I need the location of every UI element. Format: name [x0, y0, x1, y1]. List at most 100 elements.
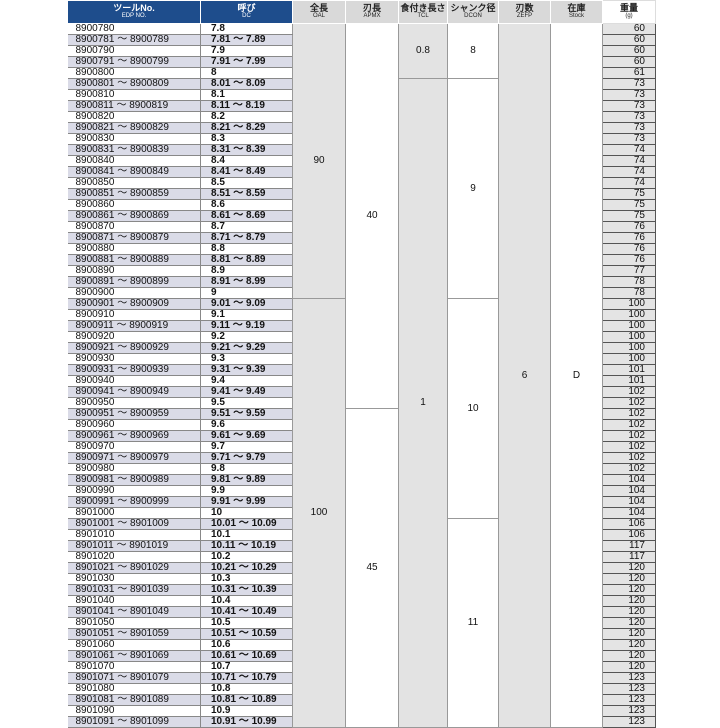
table-row: 8901030 10.3 120	[67, 573, 656, 585]
weight-cell: 60	[602, 45, 656, 57]
dc-cell: 8.61 ～ 8.69	[200, 210, 293, 222]
edp-no-cell: 8900950	[67, 397, 201, 409]
table-row: 8900880 8.8 76	[67, 243, 656, 255]
edp-no-cell: 8900940	[67, 375, 201, 387]
weight-cell: 100	[602, 298, 656, 310]
edp-no-cell: 8900930	[67, 353, 201, 365]
edp-no-cell: 8900860	[67, 199, 201, 211]
table-row: 8900980 9.8 102	[67, 463, 656, 475]
dc-cell: 9.81 ～ 9.89	[200, 474, 293, 486]
table-row: 8900940 9.4 101	[67, 375, 656, 387]
weight-cell: 76	[602, 243, 656, 255]
table-row: 8900931 ～ 8900939 9.31 ～ 9.39 101	[67, 364, 656, 376]
dc-cell: 8.71 ～ 8.79	[200, 232, 293, 244]
edp-no-cell: 8901081 ～ 8901089	[67, 694, 201, 706]
dc-cell: 9.51 ～ 9.59	[200, 408, 293, 420]
dc-cell: 10.1	[200, 529, 293, 541]
edp-no-cell: 8900871 ～ 8900879	[67, 232, 201, 244]
table-row: 8900860 8.6 75	[67, 199, 656, 211]
dc-cell: 8.21 ～ 8.29	[200, 122, 293, 134]
weight-cell: 123	[602, 672, 656, 684]
dc-cell: 8.6	[200, 199, 293, 211]
table-row: 8900981 ～ 8900989 9.81 ～ 9.89 104	[67, 474, 656, 486]
dc-cell: 10	[200, 507, 293, 519]
table-row: 8901071 ～ 8901079 10.71 ～ 10.79 123	[67, 672, 656, 684]
table-row: 8900901 ～ 8900909 9.01 ～ 9.09 100 10 100	[67, 298, 656, 728]
table-row: 8900830 8.3 73	[67, 133, 656, 145]
weight-cell: 102	[602, 386, 656, 398]
edp-no-cell: 8900920	[67, 331, 201, 343]
edp-no-cell: 8900931 ～ 8900939	[67, 364, 201, 376]
edp-no-cell: 8901021 ～ 8901029	[67, 562, 201, 574]
dc-cell: 8.91 ～ 8.99	[200, 276, 293, 288]
weight-cell: 120	[602, 562, 656, 574]
dc-cell: 10.9	[200, 705, 293, 717]
edp-no-cell: 8900810	[67, 89, 201, 101]
table-row: 8900991 ～ 8900999 9.91 ～ 9.99 104	[67, 496, 656, 508]
edp-no-cell: 8900821 ～ 8900829	[67, 122, 201, 134]
table-row: 8901011 ～ 8901019 10.11 ～ 10.19 117	[67, 540, 656, 552]
weight-cell: 104	[602, 507, 656, 519]
table-row: 8901050 10.5 120	[67, 617, 656, 629]
dc-cell: 8.81 ～ 8.89	[200, 254, 293, 266]
dc-cell: 9.7	[200, 441, 293, 453]
dc-cell: 9.5	[200, 397, 293, 409]
dc-cell: 9.3	[200, 353, 293, 365]
dc-cell: 7.81 ～ 7.89	[200, 34, 293, 46]
table-row: 8900861 ～ 8900869 8.61 ～ 8.69 75	[67, 210, 656, 222]
weight-cell: 61	[602, 67, 656, 79]
edp-no-cell: 8900861 ～ 8900869	[67, 210, 201, 222]
table-row: 8900891 ～ 8900899 8.91 ～ 8.99 78	[67, 276, 656, 288]
dc-cell: 9.21 ～ 9.29	[200, 342, 293, 354]
weight-cell: 74	[602, 177, 656, 189]
tcl-cell: 0.8	[398, 23, 448, 79]
dc-cell: 10.4	[200, 595, 293, 607]
dc-cell: 9.4	[200, 375, 293, 387]
weight-cell: 120	[602, 606, 656, 618]
weight-cell: 73	[602, 100, 656, 112]
table-row: 8901000 10 104	[67, 507, 656, 519]
weight-cell: 78	[602, 276, 656, 288]
weight-cell: 60	[602, 34, 656, 46]
dc-cell: 7.9	[200, 45, 293, 57]
weight-cell: 76	[602, 221, 656, 233]
dc-cell: 9.6	[200, 419, 293, 431]
weight-cell: 100	[602, 309, 656, 321]
table-row: 8901060 10.6 120	[67, 639, 656, 651]
dc-cell: 10.11 ～ 10.19	[200, 540, 293, 552]
edp-no-cell: 8900970	[67, 441, 201, 453]
weight-cell: 102	[602, 452, 656, 464]
edp-no-cell: 8901041 ～ 8901049	[67, 606, 201, 618]
dc-cell: 7.8	[200, 23, 293, 35]
table-row: 8900971 ～ 8900979 9.71 ～ 9.79 102	[67, 452, 656, 464]
oal-cell: 100	[292, 298, 346, 728]
weight-cell: 76	[602, 232, 656, 244]
edp-no-cell: 8901040	[67, 595, 201, 607]
table-row: 8900810 8.1 73	[67, 89, 656, 101]
edp-no-cell: 8900991 ～ 8900999	[67, 496, 201, 508]
weight-cell: 123	[602, 694, 656, 706]
dc-cell: 9.41 ～ 9.49	[200, 386, 293, 398]
edp-no-cell: 8900801 ～ 8900809	[67, 78, 201, 90]
dc-cell: 8.4	[200, 155, 293, 167]
header-dcon: シャンク径 DCON	[447, 0, 499, 24]
edp-no-cell: 8901090	[67, 705, 201, 717]
weight-cell: 104	[602, 474, 656, 486]
edp-no-cell: 8901080	[67, 683, 201, 695]
edp-no-cell: 8900790	[67, 45, 201, 57]
table-row: 8901081 ～ 8901089 10.81 ～ 10.89 123	[67, 694, 656, 706]
header-en: APMX	[363, 13, 381, 19]
dc-cell: 10.5	[200, 617, 293, 629]
table-row: 8900961 ～ 8900969 9.61 ～ 9.69 102	[67, 430, 656, 442]
table-row: 8900941 ～ 8900949 9.41 ～ 9.49 102	[67, 386, 656, 398]
weight-cell: 75	[602, 210, 656, 222]
table-row: 8900820 8.2 73	[67, 111, 656, 123]
dc-cell: 7.91 ～ 7.99	[200, 56, 293, 68]
dc-cell: 10.51 ～ 10.59	[200, 628, 293, 640]
weight-cell: 120	[602, 584, 656, 596]
table-row: 8900900 9 78	[67, 287, 656, 299]
edp-no-cell: 8901031 ～ 8901039	[67, 584, 201, 596]
header-tcl: 食付き長さ TCL	[398, 0, 448, 24]
table-row: 8900881 ～ 8900889 8.81 ～ 8.89 76	[67, 254, 656, 266]
edp-no-cell: 8900830	[67, 133, 201, 145]
